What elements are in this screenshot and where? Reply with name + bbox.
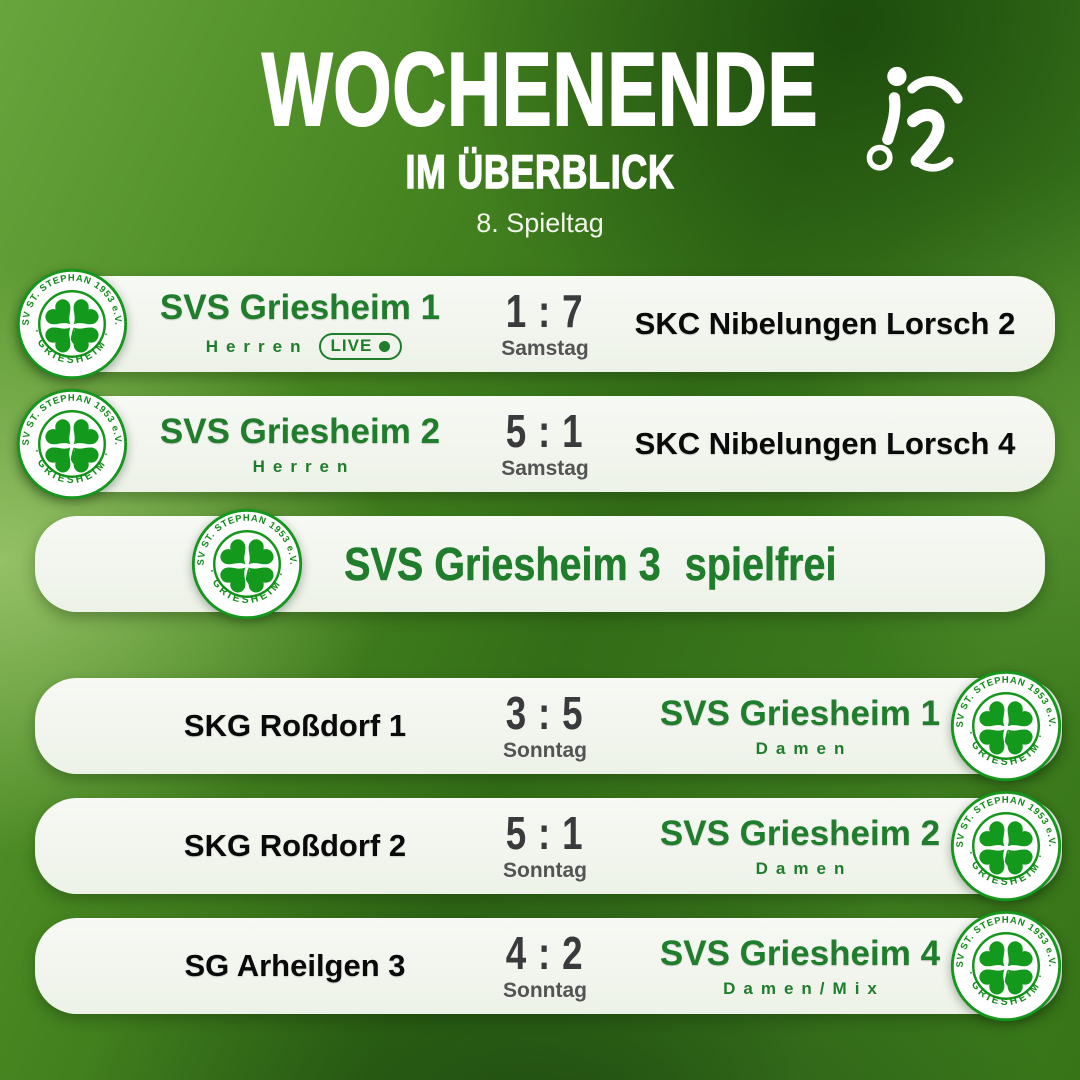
score-block: 5 : 1 Samstag (475, 396, 615, 492)
match-score: 5 : 1 (506, 404, 584, 457)
away-team-name: SVS Griesheim 2 (659, 813, 941, 853)
match-row: SKG Roßdorf 1 3 : 5 Sonntag SVS Grieshei… (0, 678, 1080, 774)
score-block: 5 : 1 Sonntag (475, 798, 615, 894)
team-category-label: Damen (755, 738, 853, 758)
match-score: 3 : 5 (506, 686, 584, 739)
live-dot-icon (379, 340, 391, 352)
away-team-block: SVS Griesheim 2 Damen (590, 798, 1010, 894)
home-team-name: SG Arheilgen 3 (184, 948, 406, 983)
match-row: SVS Griesheim 1 Herren LIVE 1 : 7 Samsta… (0, 276, 1080, 372)
bye-status-label: spielfrei (684, 538, 837, 591)
away-team-block: SKC Nibelungen Lorsch 4 (635, 396, 1016, 492)
match-day: Sonntag (503, 738, 587, 762)
match-bar (20, 396, 1055, 492)
match-day: Samstag (501, 456, 589, 480)
home-team-block: SKG Roßdorf 2 (75, 798, 515, 894)
match-row: SG Arheilgen 3 4 : 2 Sonntag SVS Grieshe… (0, 918, 1080, 1014)
team-category-label: Herren (252, 456, 356, 476)
bowler-icon (866, 66, 963, 172)
bye-row: SVS Griesheim 3 spielfrei (0, 516, 1080, 612)
match-score: 5 : 1 (506, 806, 584, 859)
club-badge-logo (15, 267, 129, 381)
match-day: Samstag (501, 336, 589, 360)
home-team-name: SVS Griesheim 1 (159, 288, 441, 327)
match-score: 4 : 2 (506, 926, 584, 979)
bowler-head (887, 66, 907, 87)
team-category-label: Herren (205, 336, 309, 356)
match-bar (35, 918, 1062, 1014)
matchday-label: 8. Spieltag (476, 208, 604, 238)
match-bar (20, 276, 1055, 372)
home-team-name: SVS Griesheim 2 (159, 411, 441, 451)
home-team-name: SKG Roßdorf 2 (183, 828, 407, 863)
bye-team-name: SVS Griesheim 3 (343, 538, 661, 591)
away-team-name: SVS Griesheim 4 (659, 933, 941, 973)
match-day: Sonntag (503, 978, 587, 1002)
bye-text-block: SVS Griesheim 3 spielfrei (305, 516, 875, 612)
club-badge-logo (949, 669, 1063, 783)
away-team-block: SKC Nibelungen Lorsch 2 (635, 276, 1016, 372)
score-block: 3 : 5 Sonntag (475, 678, 615, 774)
away-team-block: SVS Griesheim 4 Damen/Mix (590, 918, 1010, 1014)
home-team-block: SVS Griesheim 1 Herren LIVE (130, 276, 470, 372)
club-badge-logo (949, 789, 1063, 903)
away-team-name: SKC Nibelungen Lorsch 2 (634, 306, 1016, 341)
match-row: SVS Griesheim 2 Herren 5 : 1 Samstag SKC… (0, 396, 1080, 492)
match-bar (35, 678, 1062, 774)
match-day: Sonntag (503, 858, 587, 882)
away-team-name: SKC Nibelungen Lorsch 4 (634, 426, 1016, 461)
club-badge-logo (949, 909, 1063, 1023)
match-bar (35, 798, 1062, 894)
home-team-block: SVS Griesheim 2 Herren (130, 396, 470, 492)
home-team-block: SKG Roßdorf 1 (75, 678, 515, 774)
team-category-label: Damen (755, 858, 853, 878)
live-badge-label: LIVE (330, 336, 373, 355)
score-block: 4 : 2 Sonntag (475, 918, 615, 1014)
home-team-name: SKG Roßdorf 1 (183, 708, 407, 743)
club-badge-logo (190, 507, 304, 621)
team-category-label: Damen/Mix (723, 978, 885, 998)
away-team-block: SVS Griesheim 1 Damen (590, 678, 1010, 774)
page-title: WOCHENENDE (261, 32, 819, 148)
match-score: 1 : 7 (506, 284, 584, 337)
live-badge: LIVE (318, 333, 403, 360)
page-subtitle: IM ÜBERBLICK (405, 144, 675, 199)
header: WOCHENENDE IM ÜBERBLICK 8. Spieltag (0, 0, 1080, 239)
away-team-name: SVS Griesheim 1 (659, 693, 941, 733)
home-team-block: SG Arheilgen 3 (75, 918, 515, 1014)
match-row: SKG Roßdorf 2 5 : 1 Sonntag SVS Grieshei… (0, 798, 1080, 894)
club-badge-logo (15, 387, 129, 501)
score-block: 1 : 7 Samstag (475, 276, 615, 372)
